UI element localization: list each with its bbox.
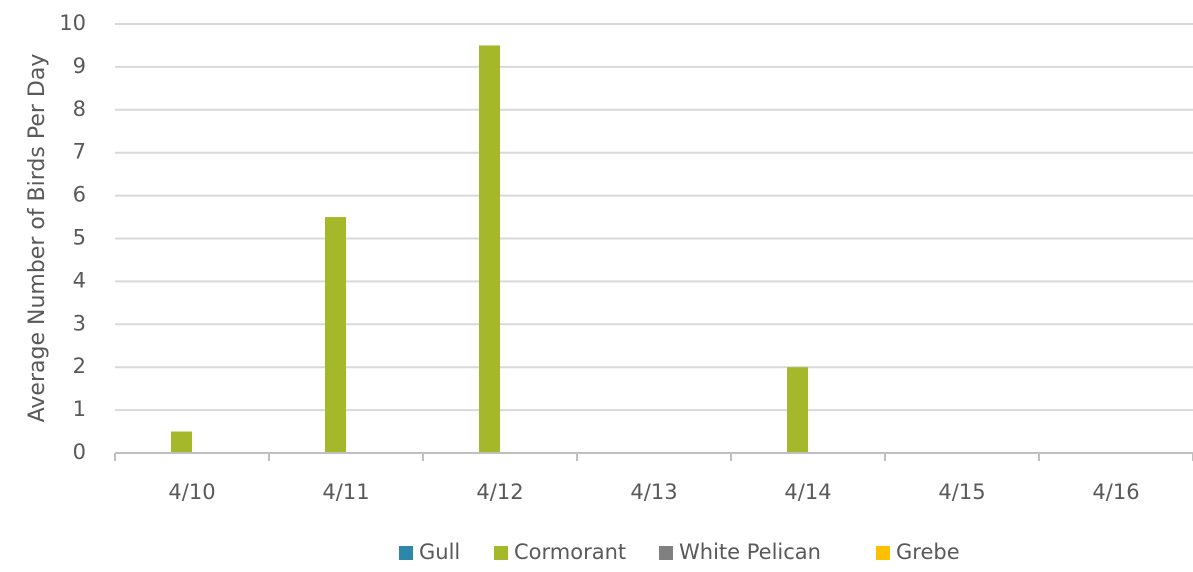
y-tick-label: 0 — [73, 440, 86, 464]
x-tick-labels: 4/10 4/11 4/12 4/13 4/14 4/15 4/16 — [168, 480, 1139, 504]
legend-label: Cormorant — [514, 540, 626, 564]
y-tick-label: 6 — [73, 183, 86, 207]
legend-swatch — [659, 546, 673, 560]
legend-swatch — [494, 546, 508, 560]
y-axis-label: Average Number of Birds Per Day — [25, 54, 50, 423]
y-tick-label: 8 — [73, 97, 86, 121]
bar-cormorant-4-14 — [787, 367, 808, 453]
y-tick-label: 1 — [73, 397, 86, 421]
legend-label: Grebe — [896, 540, 960, 564]
x-tick-label: 4/15 — [938, 480, 985, 504]
y-tick-label: 10 — [59, 11, 86, 35]
y-tick-label: 3 — [73, 311, 86, 335]
bar-cormorant-4-12 — [479, 45, 500, 453]
y-tick-label: 4 — [73, 268, 86, 292]
legend-swatch — [876, 546, 890, 560]
bars — [171, 45, 808, 453]
x-tick-label: 4/11 — [322, 480, 369, 504]
y-tick-label: 2 — [73, 354, 86, 378]
y-axis: 0 1 2 3 4 5 6 7 8 9 10 — [59, 11, 86, 464]
legend-label: White Pelican — [679, 540, 821, 564]
legend: Gull Cormorant White Pelican Grebe — [399, 540, 960, 564]
gridlines — [115, 24, 1193, 410]
x-tick-label: 4/16 — [1092, 480, 1139, 504]
bar-cormorant-4-11 — [325, 217, 346, 453]
y-tick-label: 9 — [73, 54, 86, 78]
x-tick-label: 4/10 — [168, 480, 215, 504]
legend-label: Gull — [419, 540, 460, 564]
x-axis — [115, 453, 1193, 461]
bar-cormorant-4-10 — [171, 432, 192, 453]
x-tick-label: 4/14 — [784, 480, 831, 504]
legend-swatch — [399, 546, 413, 560]
x-tick-label: 4/13 — [630, 480, 677, 504]
x-tick-label: 4/12 — [476, 480, 523, 504]
y-tick-label: 7 — [73, 140, 86, 164]
y-tick-label: 5 — [73, 226, 86, 250]
